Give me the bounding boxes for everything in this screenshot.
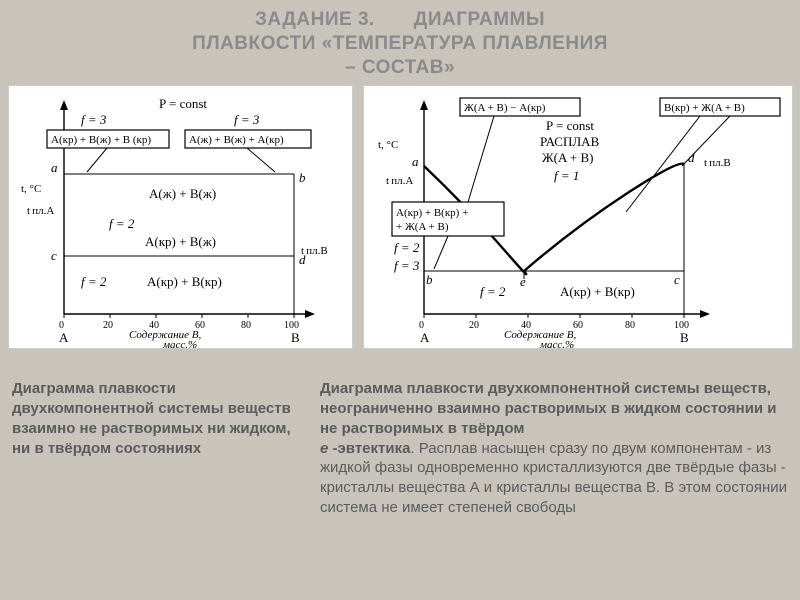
pt-c-R: c bbox=[674, 272, 680, 287]
xA-L: A bbox=[59, 330, 69, 345]
caption-right-a: Диаграмма плавкости двухкомпонентной сис… bbox=[320, 380, 777, 437]
lbl-tB-R: t пл.В bbox=[704, 157, 731, 169]
svg-text:20: 20 bbox=[469, 320, 479, 331]
lbl-melt2-R: Ж(A + B) bbox=[542, 150, 593, 165]
lbl-region1-L: А(ж) + В(ж) bbox=[149, 186, 216, 201]
diagrams-row: P = const f = 3 f = 3 А(кр) + В(ж) + В (… bbox=[0, 83, 800, 349]
lbl-topL-R: Ж(A + B) − A(кр) bbox=[464, 102, 546, 114]
title-line2: ПЛАВКОСТИ «ТЕМПЕРАТУРА ПЛАВЛЕНИЯ bbox=[40, 32, 760, 56]
lbl-box-tl: А(кр) + В(ж) + В (кр) bbox=[51, 134, 151, 146]
lbl-region2-L: А(кр) + В(ж) bbox=[145, 234, 216, 249]
lbl-f2b-L: f = 2 bbox=[81, 274, 107, 289]
pt-b-L: b bbox=[299, 170, 306, 185]
lbl-f3r: f = 3 bbox=[234, 112, 260, 127]
lbl-f2m-L: f = 2 bbox=[109, 216, 135, 231]
lbl-f3l: f = 3 bbox=[81, 112, 107, 127]
lbl-topR-R: B(кр) + Ж(A + B) bbox=[664, 102, 745, 114]
title-line3: – СОСТАВ» bbox=[40, 56, 760, 80]
xcap-L2: масс.% bbox=[162, 339, 197, 350]
pt-d-R: d bbox=[688, 150, 695, 165]
lbl-melt1-R: РАСПЛАВ bbox=[540, 134, 600, 149]
pt-b-R: b bbox=[426, 272, 433, 287]
lbl-pconst-L: P = const bbox=[159, 96, 207, 111]
lbl-tA-L: t пл.А bbox=[27, 205, 54, 217]
xcap-R2: масс.% bbox=[539, 339, 574, 350]
lbl-tA-R: t пл.А bbox=[386, 175, 413, 187]
svg-text:80: 80 bbox=[625, 320, 635, 331]
lbl-leftbox2-R: + Ж(A + B) bbox=[396, 221, 449, 233]
lbl-y-R: t, °C bbox=[378, 139, 398, 151]
svg-text:80: 80 bbox=[241, 320, 251, 331]
xB-R: B bbox=[680, 330, 689, 345]
caption-left: Диаграмма плавкости двухкомпонентной сис… bbox=[12, 379, 302, 518]
caption-right-bold: -эвтектика bbox=[328, 440, 410, 457]
lbl-pconst-R: P = const bbox=[546, 118, 594, 133]
f1-R: f = 1 bbox=[554, 168, 579, 183]
lbl-tB-L: t пл.В bbox=[301, 245, 328, 257]
pt-c-L: c bbox=[51, 248, 57, 263]
lbl-y-L: t, °C bbox=[21, 183, 41, 195]
f3-R: f = 3 bbox=[394, 258, 420, 273]
xA-R: A bbox=[420, 330, 430, 345]
f2-R: f = 2 bbox=[394, 240, 420, 255]
lbl-regionbot-L: А(кр) + В(кр) bbox=[147, 274, 222, 289]
xB-L: B bbox=[291, 330, 300, 345]
diagram-right-svg: a d b c e P = const Ж(A + B) − A(кр) B(к… bbox=[364, 86, 794, 350]
diagram-left-svg: P = const f = 3 f = 3 А(кр) + В(ж) + В (… bbox=[9, 86, 354, 350]
lbl-leftbox1-R: A(кр) + B(кр) + bbox=[396, 207, 468, 219]
captions-row: Диаграмма плавкости двухкомпонентной сис… bbox=[0, 349, 800, 518]
pt-a-R: a bbox=[412, 154, 419, 169]
diagram-left: P = const f = 3 f = 3 А(кр) + В(ж) + В (… bbox=[8, 85, 353, 349]
title-line1: ЗАДАНИЕ 3. ДИАГРАММЫ bbox=[40, 8, 760, 32]
pt-e-R: e bbox=[520, 274, 526, 289]
svg-text:20: 20 bbox=[103, 320, 113, 331]
regionbot-R: A(кр) + B(кр) bbox=[560, 284, 635, 299]
page-title: ЗАДАНИЕ 3. ДИАГРАММЫ ПЛАВКОСТИ «ТЕМПЕРАТ… bbox=[0, 0, 800, 83]
lbl-box-tr: А(ж) + В(ж) + А(кр) bbox=[189, 134, 284, 146]
caption-right: Диаграмма плавкости двухкомпонентной сис… bbox=[320, 379, 788, 518]
pt-a-L: a bbox=[51, 160, 58, 175]
f2bot-R: f = 2 bbox=[480, 284, 506, 299]
diagram-right: a d b c e P = const Ж(A + B) − A(кр) B(к… bbox=[363, 85, 793, 349]
